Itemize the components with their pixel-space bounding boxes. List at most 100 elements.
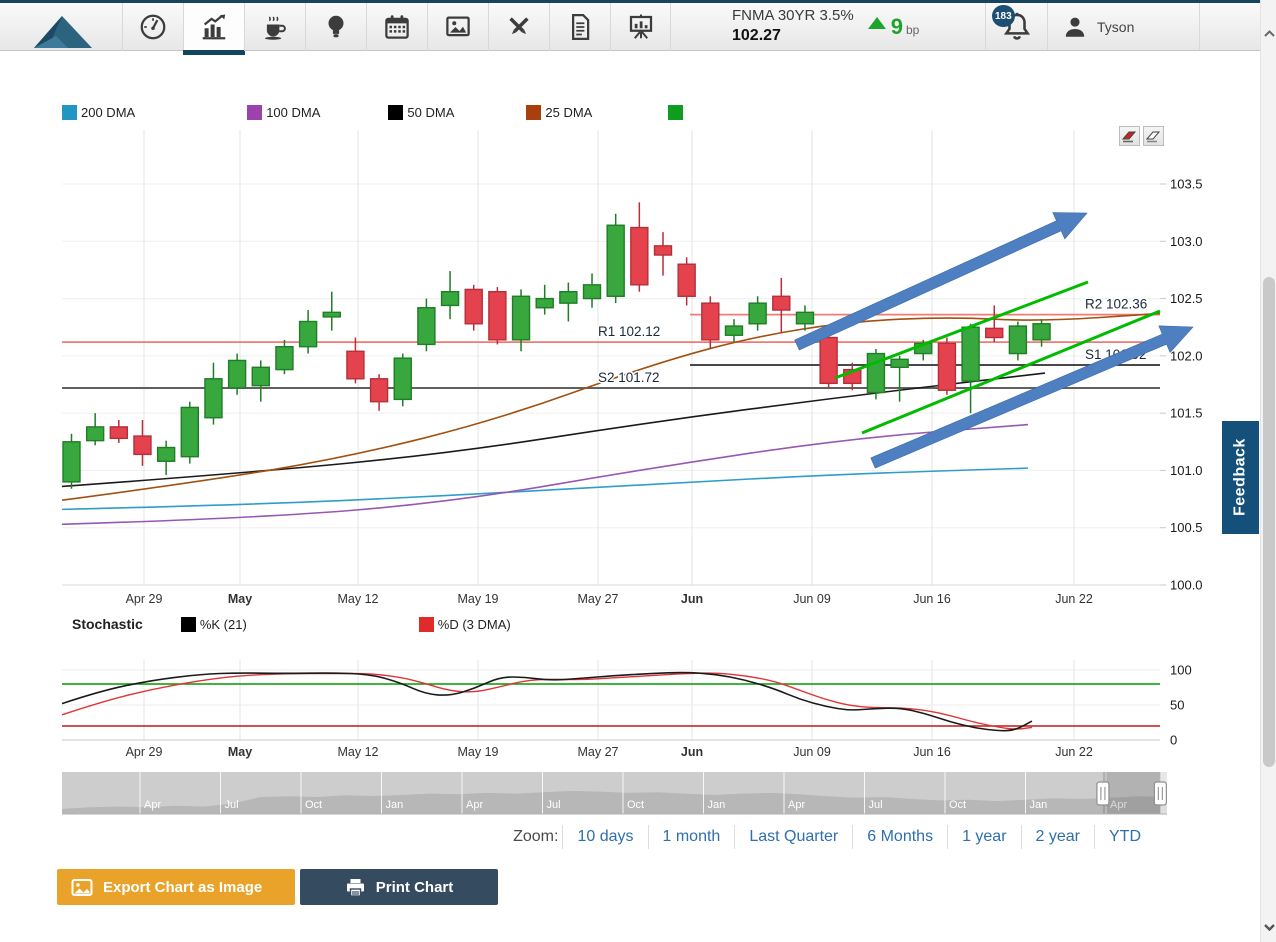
zoom-label: Zoom:: [513, 828, 558, 846]
top-accent-strip: [0, 0, 1276, 3]
x-axis-label: Jun 09: [793, 592, 831, 606]
zoom-option-last-quarter[interactable]: Last Quarter: [734, 825, 852, 849]
nav-x-label: Jan: [1030, 799, 1048, 811]
stochastic-chart-canvas[interactable]: Apr 29MayMay 12May 19May 27JunJun 09Jun …: [0, 640, 1260, 768]
candle: [1009, 321, 1026, 360]
toolbar-tab-calendar[interactable]: [366, 3, 427, 51]
zoom-option-2-year[interactable]: 2 year: [1021, 825, 1094, 849]
candle: [655, 232, 672, 276]
legend-item-100-dma[interactable]: 100 DMA: [247, 105, 320, 120]
y-axis-label: 100.5: [1170, 520, 1203, 535]
candle-body: [678, 264, 695, 296]
candle: [158, 441, 175, 475]
candle-body: [891, 359, 908, 367]
candle: [962, 324, 979, 413]
candle: [536, 285, 553, 315]
zoom-preset-bar: Zoom: 10 days1 monthLast Quarter6 Months…: [513, 822, 1155, 852]
y-axis-label: 101.5: [1170, 406, 1203, 421]
price-chart-canvas[interactable]: 103.5103.0102.5102.0101.5101.0100.5100.0…: [0, 126, 1260, 612]
candle: [867, 349, 884, 399]
draw-eraser-button[interactable]: [1119, 126, 1140, 146]
legend-label: 100 DMA: [266, 105, 320, 120]
candle-body: [63, 442, 80, 482]
stoch-x-label: Jun 09: [793, 745, 831, 759]
legend-item-50-dma[interactable]: 50 DMA: [388, 105, 454, 120]
candle: [418, 299, 435, 352]
zoom-option-6-months[interactable]: 6 Months: [852, 825, 947, 849]
vertical-scrollbar[interactable]: [1260, 0, 1276, 942]
candle: [465, 285, 482, 331]
candle-body: [631, 228, 648, 285]
toolbar-tab-markup-tools[interactable]: [488, 3, 549, 51]
y-axis-label: 101.0: [1170, 463, 1203, 478]
candle: [796, 305, 813, 330]
notification-bell[interactable]: 183: [985, 3, 1047, 50]
candle-body: [962, 327, 979, 381]
stoch-legend-item[interactable]: %D (3 DMA): [419, 617, 511, 632]
scroll-down-arrow[interactable]: [1262, 920, 1276, 934]
candle-body: [986, 328, 1003, 337]
stoch-x-label: May: [228, 745, 252, 759]
candle: [110, 420, 127, 443]
print-chart-button[interactable]: Print Chart: [300, 869, 498, 905]
candle: [442, 271, 459, 319]
scrollbar-thumb[interactable]: [1263, 277, 1275, 767]
legend-item-25-dma[interactable]: 25 DMA: [526, 105, 592, 120]
lightbulb-icon: [321, 12, 351, 42]
nav-handle-right[interactable]: [1154, 782, 1166, 805]
y-axis-label: 102.0: [1170, 348, 1203, 363]
nav-handle-grip: [1154, 782, 1166, 805]
candle: [276, 340, 293, 374]
toolbar-tab-gauge[interactable]: [122, 3, 183, 51]
legend-swatch: [247, 105, 262, 120]
nav-handle-left[interactable]: [1097, 782, 1109, 805]
quote-change: 9 bp: [868, 14, 920, 40]
feedback-tab[interactable]: Feedback: [1222, 421, 1259, 534]
legend-label: 50 DMA: [407, 105, 454, 120]
toolbar-tab-presentation[interactable]: [610, 3, 671, 51]
legend-item-200-dma[interactable]: 200 DMA: [62, 105, 135, 120]
legend-item-series[interactable]: [668, 105, 687, 120]
change-value: 9: [891, 14, 903, 40]
legend-swatch: [181, 617, 196, 632]
scroll-up-arrow[interactable]: [1262, 26, 1276, 40]
candle-body: [725, 326, 742, 335]
toolbar-tab-document[interactable]: [549, 3, 610, 51]
candle: [489, 287, 506, 344]
candle: [607, 214, 624, 303]
toolbar-tabs: [122, 3, 671, 51]
zoom-option-1-month[interactable]: 1 month: [648, 825, 735, 849]
red-eraser-icon: [1121, 129, 1138, 144]
white-eraser-icon: [1145, 129, 1162, 144]
annotation-tools: [1119, 126, 1164, 146]
zoom-option-1-year[interactable]: 1 year: [947, 825, 1020, 849]
toolbar-tab-coffee[interactable]: [244, 3, 305, 51]
candle: [371, 374, 388, 411]
range-navigator[interactable]: AprJulOctJanAprJulOctJanAprJulOctJanApr: [0, 772, 1260, 818]
stoch-x-label: May 27: [578, 745, 619, 759]
candle: [986, 305, 1003, 342]
dma-legend: 200 DMA 100 DMA 50 DMA 25 DMA: [62, 105, 687, 120]
candle: [205, 363, 222, 425]
quote-panel: FNMA 30YR 3.5% 102.27 9 bp: [732, 3, 982, 50]
candle-body: [110, 427, 127, 438]
candle-body: [276, 347, 293, 370]
percent-d-line: [62, 673, 1032, 729]
nav-selected-range[interactable]: [1103, 772, 1160, 814]
export-chart-button[interactable]: Export Chart as Image: [57, 869, 295, 905]
toolbar-tab-line-chart[interactable]: [183, 3, 244, 51]
x-axis-label: May: [228, 592, 252, 606]
toolbar-tab-photo[interactable]: [427, 3, 488, 51]
clear-eraser-button[interactable]: [1143, 126, 1164, 146]
zoom-option-ytd[interactable]: YTD: [1094, 825, 1155, 849]
nav-handle-grip: [1097, 782, 1109, 805]
user-menu[interactable]: Tyson: [1047, 3, 1200, 50]
stoch-x-label: Jun 16: [913, 745, 951, 759]
candle-body: [158, 448, 175, 462]
user-avatar-icon: [1062, 14, 1088, 40]
nav-x-label: Oct: [305, 799, 322, 811]
toolbar-tab-lightbulb[interactable]: [305, 3, 366, 51]
app-logo[interactable]: [0, 3, 122, 50]
stoch-legend-item[interactable]: %K (21): [181, 617, 247, 632]
zoom-option-10-days[interactable]: 10 days: [562, 825, 647, 849]
